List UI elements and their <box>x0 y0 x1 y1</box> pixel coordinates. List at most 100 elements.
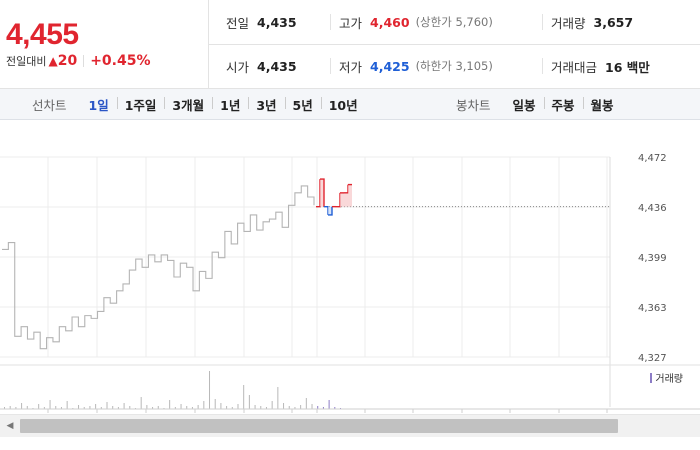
volume-bar <box>100 407 102 409</box>
volume-bar <box>26 406 28 409</box>
volume-bar <box>169 400 171 409</box>
volume-bar <box>140 397 142 409</box>
change-label: 전일대비 <box>6 55 47 68</box>
volume-bar <box>21 403 23 409</box>
volume-bar <box>322 407 324 409</box>
intraday-fill <box>340 192 344 207</box>
tab-weekly-candle[interactable]: 주봉 <box>543 95 583 114</box>
volume-bar <box>237 404 239 409</box>
y-tick-label: 4,399 <box>638 253 667 264</box>
tab-3year[interactable]: 3년 <box>248 95 284 114</box>
volume-bar <box>305 398 307 409</box>
open-value: 4,435 <box>257 58 297 74</box>
change-rate: +0.45% <box>90 53 151 69</box>
scroll-left-arrow-icon[interactable]: ◀ <box>6 421 14 431</box>
upper-limit: (상한가 5,760) <box>415 15 493 29</box>
trade-value-cell: 거래대금 16 백만 <box>542 58 650 75</box>
volume-bar <box>152 407 154 409</box>
volume-bar <box>328 400 330 409</box>
volume-bar <box>78 405 80 409</box>
y-tick-label: 4,363 <box>638 303 667 314</box>
volume-bar <box>231 407 233 409</box>
volume-value: 3,657 <box>593 14 634 30</box>
volume-cell: 거래량 3,657 <box>542 14 634 31</box>
volume-bar <box>243 385 245 409</box>
chart-scrollbar[interactable]: ◀ <box>0 414 700 437</box>
volume-bar <box>300 405 302 409</box>
volume-bar <box>9 406 11 409</box>
chart-period-tabs: 선차트 1일 1주일 3개월 1년 3년 5년 10년 봉차트 일봉 주봉 월봉 <box>0 89 700 120</box>
tab-5year[interactable]: 5년 <box>284 95 321 114</box>
volume-bar <box>157 406 159 409</box>
volume-bar <box>334 407 336 409</box>
y-tick-label: 4,472 <box>638 153 667 164</box>
current-price: 4,455 <box>6 18 79 51</box>
volume-bar <box>186 406 188 409</box>
volume-bar <box>191 407 193 409</box>
volume-bar <box>203 401 205 409</box>
prev-close-cell: 전일 4,435 <box>226 0 297 44</box>
tab-1year[interactable]: 1년 <box>212 95 248 114</box>
volume-label: 거래량 <box>551 15 586 31</box>
volume-bar <box>209 371 211 409</box>
intraday-fill <box>328 206 332 215</box>
volume-bar <box>288 406 290 409</box>
tab-monthly-candle[interactable]: 월봉 <box>582 95 622 114</box>
volume-bar <box>117 407 119 409</box>
volume-bar <box>271 401 273 409</box>
tab-1week[interactable]: 1주일 <box>116 95 165 114</box>
volume-bar <box>317 406 319 409</box>
high-value: 4,460 <box>370 14 410 30</box>
volume-bar <box>66 401 68 409</box>
history-price-line <box>2 185 315 350</box>
candle-chart-tabs: 봉차트 일봉 주봉 월봉 <box>456 89 622 119</box>
divider <box>83 55 85 67</box>
volume-legend-label: 거래량 <box>655 374 683 385</box>
open-label: 시가 <box>226 59 250 75</box>
volume-bar <box>49 400 51 409</box>
tab-1day[interactable]: 1일 <box>88 97 109 113</box>
volume-bar <box>283 403 285 409</box>
lower-limit: (하한가 3,105) <box>415 59 493 73</box>
volume-bar <box>265 407 267 409</box>
volume-bar <box>254 405 256 409</box>
intraday-fill <box>348 184 352 207</box>
volume-bar <box>174 407 176 409</box>
intraday-price-segment <box>328 206 333 216</box>
tab-daily-candle[interactable]: 일봉 <box>512 97 536 113</box>
volume-bar <box>248 395 250 409</box>
change-value: 20 <box>57 53 78 69</box>
volume-bar <box>180 404 182 409</box>
high-label: 고가 <box>339 15 363 31</box>
intraday-fill <box>344 192 348 207</box>
low-label: 저가 <box>339 59 363 75</box>
prev-close-label: 전일 <box>226 15 250 31</box>
high-cell: 고가 4,460 (상한가 5,760) <box>330 14 493 31</box>
volume-bar <box>112 406 114 409</box>
tab-3month[interactable]: 3개월 <box>164 95 212 114</box>
stats-row-1: 전일 4,435 고가 4,460 (상한가 5,760) 거래량 3,657 <box>209 0 700 45</box>
volume-bar <box>311 404 313 409</box>
price-box: 4,455 전일대비 ▲ 20 +0.45% <box>0 0 209 88</box>
volume-bar <box>214 399 216 409</box>
volume-bar <box>260 406 262 409</box>
trade-value-label: 거래대금 <box>551 59 598 75</box>
y-tick-label: 4,327 <box>638 353 667 364</box>
scroll-thumb[interactable] <box>20 419 618 433</box>
price-chart: 4,472 4,436 4,399 4,363 4,327 거래량 <box>0 120 700 415</box>
volume-bar <box>226 406 228 409</box>
open-cell: 시가 4,435 <box>226 44 297 88</box>
tab-10year[interactable]: 10년 <box>320 95 366 114</box>
trade-value: 16 백만 <box>605 59 650 75</box>
low-cell: 저가 4,425 (하한가 3,105) <box>330 58 493 75</box>
volume-bar <box>89 406 91 409</box>
volume-bar <box>220 403 222 409</box>
low-value: 4,425 <box>370 58 410 74</box>
volume-bar <box>43 407 45 409</box>
volume-bar <box>123 403 125 409</box>
line-chart-title: 선차트 <box>32 97 67 113</box>
volume-bar <box>197 405 199 409</box>
y-tick-label: 4,436 <box>638 203 667 214</box>
quote-summary: 4,455 전일대비 ▲ 20 +0.45% 전일 4,435 고가 4,460… <box>0 0 700 89</box>
volume-legend: 거래량 <box>650 370 683 385</box>
